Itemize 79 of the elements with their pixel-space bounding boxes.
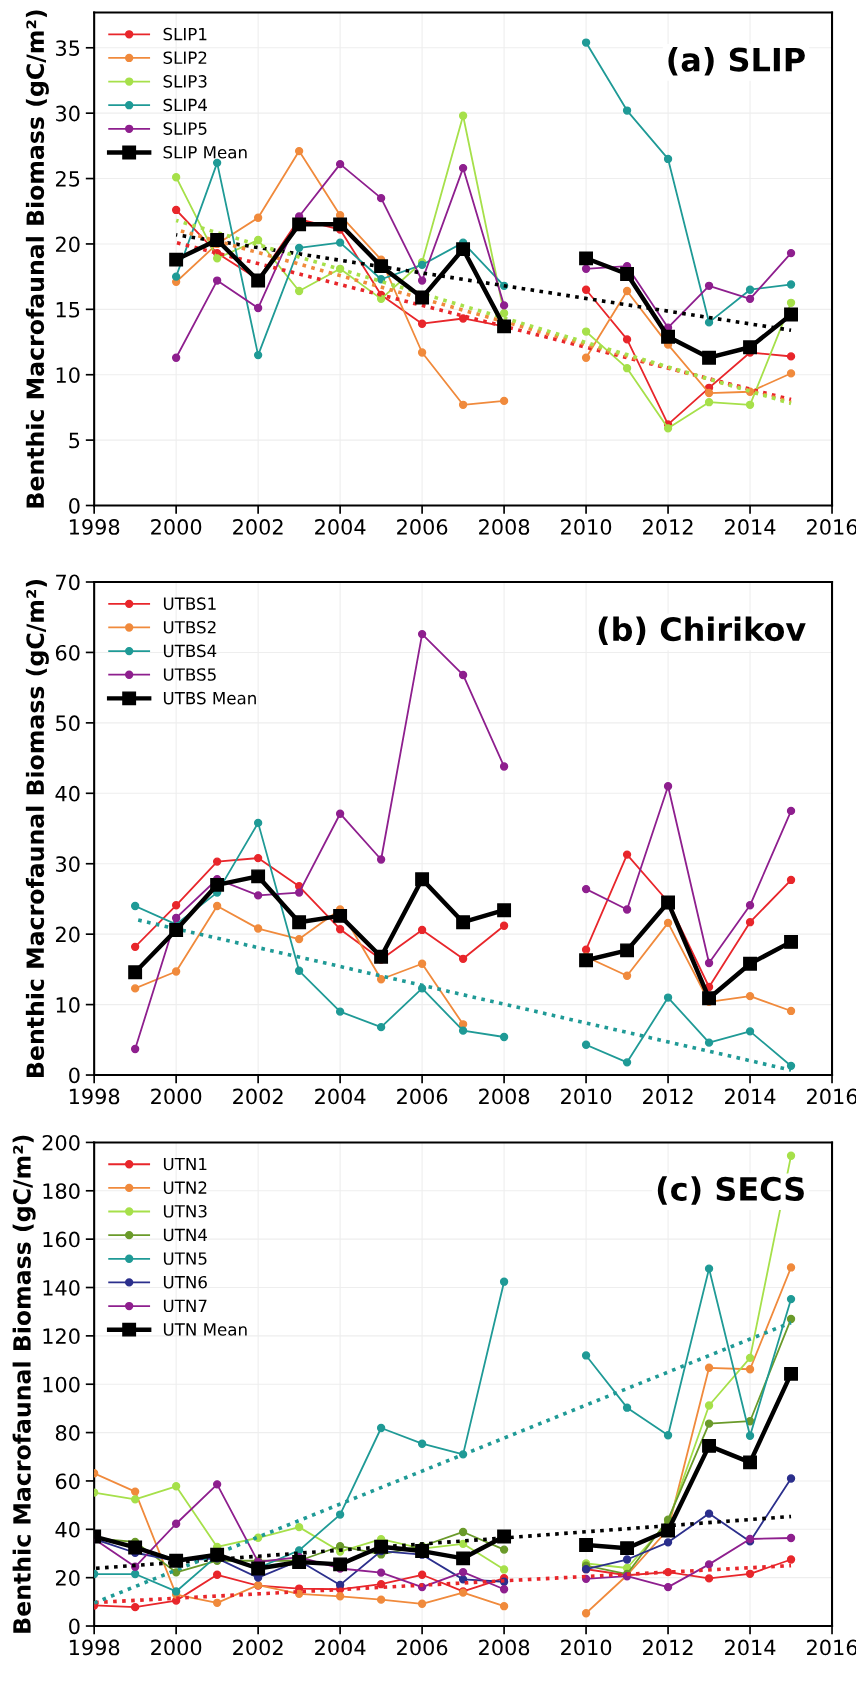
y-tick-label: 5: [69, 432, 80, 449]
x-tick-label: 2000: [151, 519, 202, 535]
x-tick-label: 2008: [479, 1088, 530, 1105]
legend-label: UTN Mean: [163, 1323, 247, 1336]
legend-label: UTBS4: [163, 644, 217, 658]
x-tick-label: 2000: [151, 1088, 202, 1105]
legend-label: SLIP1: [163, 27, 207, 41]
y-tick-label: 25: [55, 171, 80, 187]
legend-label: UTN1: [163, 1157, 207, 1171]
y-tick-label: 60: [55, 644, 80, 661]
legend-label: UTN4: [163, 1228, 208, 1242]
y-tick-label: 10: [56, 997, 80, 1013]
x-tick-label: 2004: [315, 1088, 366, 1105]
x-tick-label: 2012: [643, 1639, 693, 1656]
x-tick-label: 2002: [233, 1639, 283, 1656]
x-tick-label: 2010: [561, 1639, 612, 1656]
y-tick-label: 60: [55, 1473, 80, 1490]
y-axis-title: Benthic Macrofaunal Biomass (gC/m²): [25, 10, 49, 508]
y-tick-label: 80: [55, 1425, 80, 1441]
x-tick-label: 2004: [315, 1639, 366, 1656]
x-tick-label: 1998: [69, 1639, 120, 1656]
y-tick-label: 0: [69, 497, 80, 514]
y-tick-label: 40: [55, 785, 80, 802]
y-tick-label: 40: [55, 1521, 80, 1538]
x-tick-label: 2014: [725, 1639, 776, 1656]
y-tick-label: 0: [69, 1618, 80, 1635]
text: (b) Chirikov: [598, 616, 806, 645]
x-tick-label: 2002: [233, 1088, 283, 1105]
y-tick-label: 200: [42, 1134, 80, 1151]
text: (c) SECS: [657, 1176, 804, 1205]
legend-label: UTBS Mean: [163, 691, 256, 705]
x-tick-label: 2006: [397, 519, 448, 535]
legend-label: UTN5: [163, 1252, 207, 1265]
x-tick-label: 2012: [643, 519, 693, 535]
y-tick-label: 20: [55, 926, 80, 943]
legend-label: UTBS5: [163, 668, 216, 681]
x-tick-label: 2010: [561, 1088, 612, 1105]
legend-label: SLIP2: [163, 51, 207, 64]
y-tick-label: 160: [43, 1231, 80, 1248]
legend-label: SLIP5: [163, 122, 207, 135]
legend-label: UTN3: [163, 1204, 207, 1218]
x-tick-label: 2006: [397, 1639, 448, 1656]
x-tick-label: 2012: [643, 1088, 693, 1105]
y-tick-label: 180: [43, 1183, 80, 1199]
y-tick-label: 15: [56, 302, 80, 318]
text: (a) SLIP: [668, 47, 805, 76]
legend-label: UTBS2: [163, 620, 216, 634]
y-tick-label: 30: [56, 105, 80, 122]
legend-label: SLIP4: [163, 98, 207, 112]
x-tick-label: 2014: [725, 1088, 776, 1105]
x-tick-label: 2000: [151, 1639, 202, 1656]
y-tick-label: 100: [43, 1376, 80, 1393]
y-tick-label: 10: [56, 367, 80, 383]
x-tick-label: 2006: [397, 1088, 448, 1105]
x-tick-label: 2008: [479, 519, 530, 535]
legend-label: UTN6: [163, 1275, 207, 1289]
y-tick-label: 0: [69, 1067, 80, 1084]
y-tick-label: 20: [55, 236, 80, 253]
y-tick-label: 50: [56, 715, 80, 732]
legend-label: SLIP Mean: [163, 145, 247, 159]
x-tick-label: 2010: [561, 519, 612, 535]
y-axis-title: Benthic Macrofaunal Biomass (gC/m²): [12, 1135, 36, 1633]
legend-label: SLIP3: [163, 75, 207, 88]
x-tick-label: 2008: [479, 1639, 530, 1656]
y-tick-label: 140: [43, 1279, 80, 1296]
y-tick-label: 30: [56, 856, 80, 872]
y-tick-label: 120: [43, 1328, 80, 1345]
legend-label: UTN2: [163, 1181, 207, 1194]
x-tick-label: 2002: [233, 519, 283, 535]
legend-label: UTN7: [163, 1299, 207, 1313]
y-axis-title: Benthic Macrofaunal Biomass (gC/m²): [25, 579, 49, 1077]
y-tick-label: 35: [56, 40, 80, 56]
y-tick-label: 20: [55, 1570, 80, 1586]
x-tick-label: 2004: [315, 519, 366, 535]
x-tick-label: 2014: [725, 519, 776, 535]
y-tick-label: 70: [56, 574, 80, 591]
legend-label: UTBS1: [163, 597, 216, 610]
x-tick-label: 1998: [69, 519, 120, 535]
x-tick-label: 1998: [69, 1088, 120, 1105]
